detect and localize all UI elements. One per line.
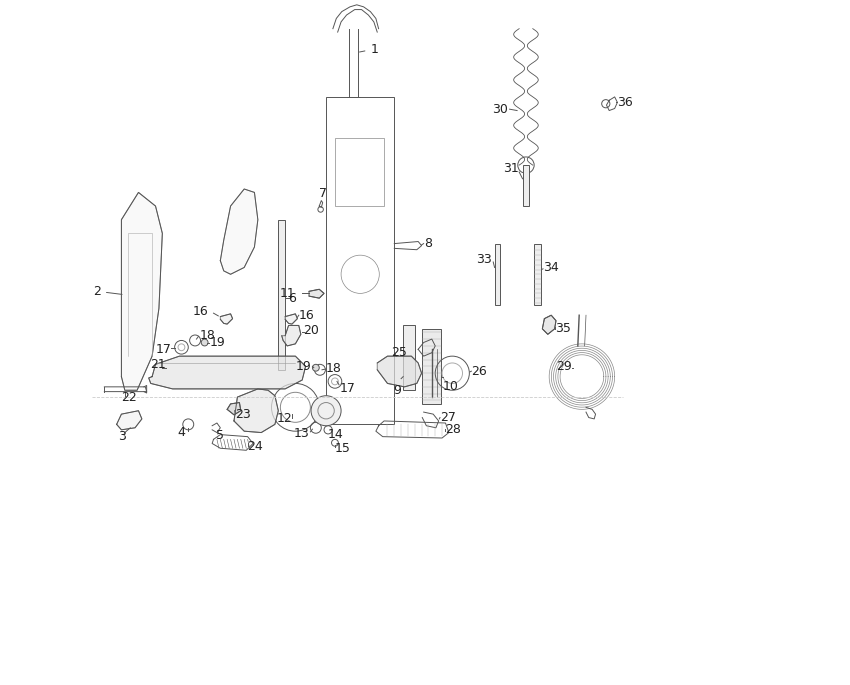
Text: 11: 11 <box>280 287 296 300</box>
Polygon shape <box>227 403 241 415</box>
Text: 29: 29 <box>556 360 572 373</box>
Text: 5: 5 <box>216 429 224 443</box>
Text: 23: 23 <box>235 408 251 421</box>
Text: 18: 18 <box>326 362 342 375</box>
Text: 24: 24 <box>247 440 264 453</box>
Bar <box>335 138 384 206</box>
Polygon shape <box>542 315 556 334</box>
Text: 9: 9 <box>394 384 401 397</box>
Text: 28: 28 <box>445 423 462 436</box>
Polygon shape <box>116 411 142 429</box>
Polygon shape <box>220 314 233 324</box>
Text: 16: 16 <box>299 309 314 322</box>
Bar <box>495 244 500 305</box>
Text: 7: 7 <box>320 187 327 200</box>
Polygon shape <box>122 192 162 390</box>
Polygon shape <box>309 289 324 298</box>
Bar <box>326 97 394 425</box>
Text: 6: 6 <box>288 292 297 305</box>
Circle shape <box>201 339 208 346</box>
Text: 27: 27 <box>440 411 456 424</box>
Text: 36: 36 <box>617 96 633 109</box>
Polygon shape <box>220 189 258 274</box>
Polygon shape <box>285 314 297 324</box>
Text: 4: 4 <box>177 426 184 439</box>
Text: 3: 3 <box>118 430 126 443</box>
Polygon shape <box>149 356 306 389</box>
Text: 18: 18 <box>200 329 216 342</box>
Text: 26: 26 <box>472 364 487 377</box>
Circle shape <box>311 396 341 426</box>
Text: 22: 22 <box>122 390 137 403</box>
Text: 19: 19 <box>296 360 312 373</box>
Text: 16: 16 <box>193 306 209 319</box>
Bar <box>403 325 416 390</box>
Text: 31: 31 <box>502 162 518 175</box>
Text: 21: 21 <box>150 358 166 371</box>
Bar <box>278 220 285 370</box>
Text: 17: 17 <box>156 342 171 356</box>
Text: 15: 15 <box>335 442 351 455</box>
Circle shape <box>313 364 320 371</box>
Polygon shape <box>281 325 301 346</box>
Text: 2: 2 <box>93 285 122 298</box>
Polygon shape <box>234 389 278 432</box>
Text: 14: 14 <box>328 428 344 441</box>
Text: 17: 17 <box>340 382 355 395</box>
Bar <box>422 329 440 404</box>
Text: 35: 35 <box>554 323 570 336</box>
Bar <box>523 165 530 206</box>
Text: 33: 33 <box>476 253 492 266</box>
Text: 10: 10 <box>443 380 459 393</box>
Text: 12: 12 <box>276 412 292 425</box>
Text: 25: 25 <box>391 346 407 359</box>
Text: 30: 30 <box>492 103 508 116</box>
Text: 8: 8 <box>423 237 432 250</box>
Text: 13: 13 <box>293 427 309 440</box>
Text: 34: 34 <box>543 261 558 274</box>
Polygon shape <box>377 356 422 387</box>
Text: 19: 19 <box>210 336 226 349</box>
Text: 20: 20 <box>303 325 320 338</box>
Bar <box>534 244 541 305</box>
Text: 1: 1 <box>360 42 378 55</box>
